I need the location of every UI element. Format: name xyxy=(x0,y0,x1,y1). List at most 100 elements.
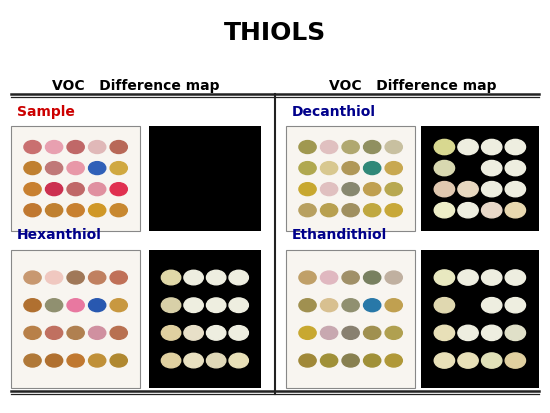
Circle shape xyxy=(458,270,478,285)
Circle shape xyxy=(46,161,63,175)
Circle shape xyxy=(385,326,402,339)
Circle shape xyxy=(89,140,106,154)
Circle shape xyxy=(89,271,106,284)
Circle shape xyxy=(434,140,454,154)
Circle shape xyxy=(161,270,181,285)
Circle shape xyxy=(184,298,204,313)
Text: Sample: Sample xyxy=(16,104,74,119)
Circle shape xyxy=(89,161,106,175)
Circle shape xyxy=(342,140,359,154)
Text: Ethandithiol: Ethandithiol xyxy=(292,228,387,242)
Circle shape xyxy=(342,299,359,312)
Circle shape xyxy=(364,204,381,217)
Circle shape xyxy=(505,325,525,340)
Circle shape xyxy=(24,299,41,312)
Circle shape xyxy=(505,161,525,176)
Circle shape xyxy=(24,161,41,175)
Circle shape xyxy=(505,140,525,154)
Circle shape xyxy=(24,204,41,217)
Circle shape xyxy=(206,298,226,313)
Circle shape xyxy=(321,299,338,312)
Circle shape xyxy=(434,182,454,197)
Circle shape xyxy=(46,140,63,154)
Circle shape xyxy=(434,203,454,218)
Circle shape xyxy=(24,326,41,339)
Circle shape xyxy=(229,298,249,313)
Circle shape xyxy=(67,326,84,339)
Circle shape xyxy=(24,183,41,196)
Circle shape xyxy=(482,182,502,197)
Circle shape xyxy=(482,203,502,218)
Circle shape xyxy=(89,204,106,217)
Circle shape xyxy=(67,204,84,217)
Circle shape xyxy=(364,326,381,339)
Circle shape xyxy=(299,326,316,339)
Circle shape xyxy=(184,353,204,368)
Circle shape xyxy=(505,270,525,285)
Circle shape xyxy=(505,353,525,368)
Text: VOC   Difference map: VOC Difference map xyxy=(52,79,220,93)
Circle shape xyxy=(458,203,478,218)
Text: Decanthiol: Decanthiol xyxy=(292,104,376,119)
Circle shape xyxy=(67,161,84,175)
Circle shape xyxy=(364,299,381,312)
Circle shape xyxy=(67,354,84,367)
Circle shape xyxy=(434,270,454,285)
Circle shape xyxy=(206,270,226,285)
Circle shape xyxy=(364,271,381,284)
Circle shape xyxy=(434,325,454,340)
Circle shape xyxy=(482,298,502,313)
Circle shape xyxy=(206,353,226,368)
Circle shape xyxy=(110,140,128,154)
Circle shape xyxy=(67,140,84,154)
Bar xyxy=(286,126,415,231)
Circle shape xyxy=(161,353,181,368)
Circle shape xyxy=(482,161,502,176)
Circle shape xyxy=(299,183,316,196)
Text: VOC   Difference map: VOC Difference map xyxy=(329,79,496,93)
Circle shape xyxy=(299,161,316,175)
Circle shape xyxy=(299,271,316,284)
Circle shape xyxy=(46,299,63,312)
Circle shape xyxy=(321,140,338,154)
Circle shape xyxy=(321,271,338,284)
Circle shape xyxy=(89,354,106,367)
Circle shape xyxy=(206,325,226,340)
Circle shape xyxy=(434,353,454,368)
Circle shape xyxy=(385,161,402,175)
Circle shape xyxy=(364,161,381,175)
Circle shape xyxy=(458,353,478,368)
Circle shape xyxy=(89,183,106,196)
Bar xyxy=(148,126,261,231)
Circle shape xyxy=(342,326,359,339)
Circle shape xyxy=(385,271,402,284)
Circle shape xyxy=(385,183,402,196)
Circle shape xyxy=(385,354,402,367)
Circle shape xyxy=(46,354,63,367)
Circle shape xyxy=(364,354,381,367)
Circle shape xyxy=(505,182,525,197)
Circle shape xyxy=(342,183,359,196)
Circle shape xyxy=(89,326,106,339)
Circle shape xyxy=(299,140,316,154)
Circle shape xyxy=(434,161,454,176)
Circle shape xyxy=(385,204,402,217)
Circle shape xyxy=(229,325,249,340)
Circle shape xyxy=(161,325,181,340)
Circle shape xyxy=(364,183,381,196)
Circle shape xyxy=(458,325,478,340)
Circle shape xyxy=(385,299,402,312)
Circle shape xyxy=(342,354,359,367)
Circle shape xyxy=(46,183,63,196)
Circle shape xyxy=(110,161,128,175)
Circle shape xyxy=(482,140,502,154)
Circle shape xyxy=(321,354,338,367)
Circle shape xyxy=(321,161,338,175)
Circle shape xyxy=(482,270,502,285)
Circle shape xyxy=(89,299,106,312)
Circle shape xyxy=(110,183,128,196)
Bar xyxy=(286,250,415,388)
Circle shape xyxy=(46,204,63,217)
Circle shape xyxy=(229,353,249,368)
Circle shape xyxy=(110,354,128,367)
